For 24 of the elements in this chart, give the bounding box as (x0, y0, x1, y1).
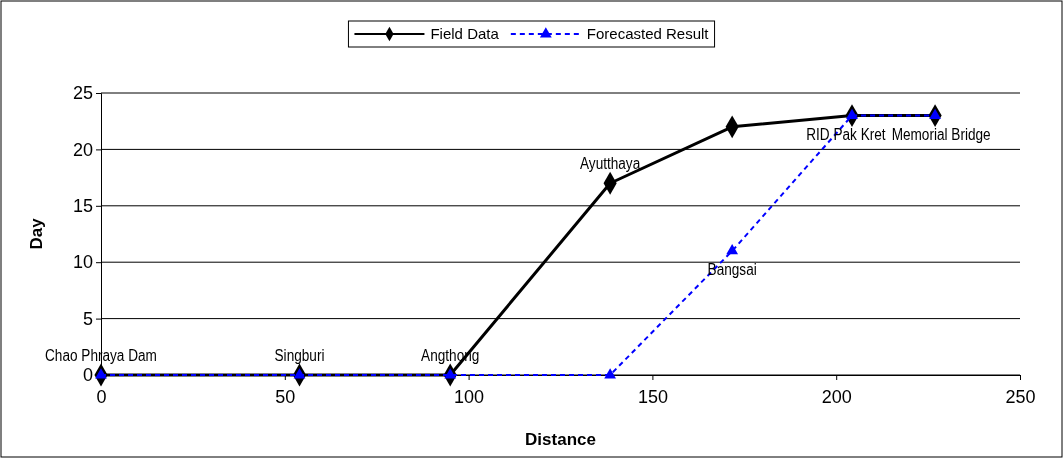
annotation: Singburi (274, 347, 334, 364)
point (293, 368, 306, 379)
point (726, 244, 739, 255)
y-axis-title: Day (27, 217, 46, 250)
y-tick-label: 15 (72, 196, 93, 217)
annotation: Memorial Bridge (891, 125, 1009, 143)
x-axis-title: Distance (525, 430, 596, 449)
y-tick-label: 5 (82, 308, 93, 329)
y-tick-label: 20 (72, 139, 93, 160)
x-tick-label: 150 (637, 386, 668, 407)
legend-label: Forecasted Result (586, 25, 710, 42)
x-tick-label: 0 (96, 386, 107, 407)
x-tick-label: 100 (454, 386, 485, 407)
x-tick-label: 50 (275, 386, 296, 407)
x-tick-label: 250 (1005, 386, 1036, 407)
legend-label: Field Data (430, 25, 500, 42)
annotation: Ayutthaya (580, 155, 651, 173)
y-tick-label: 25 (72, 83, 93, 104)
point (604, 368, 617, 379)
x-tick-label: 200 (821, 386, 852, 407)
annotation: Bangsai (707, 260, 766, 278)
point (444, 368, 457, 379)
y-tick-label: 0 (82, 365, 93, 386)
y-tick-label: 10 (72, 252, 93, 273)
